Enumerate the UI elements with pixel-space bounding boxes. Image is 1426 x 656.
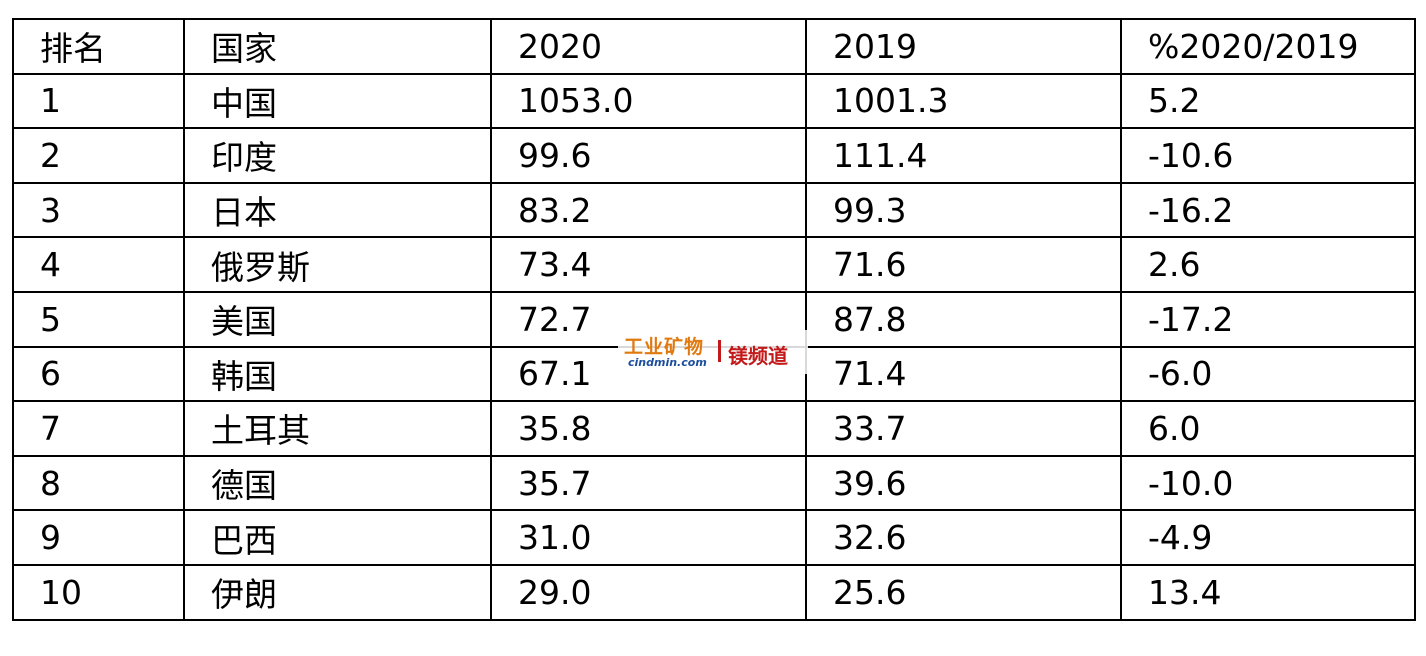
cell: 伊朗 — [183, 563, 492, 621]
table-row: 10 伊朗 29.0 25.6 13.4 — [12, 563, 1416, 621]
cell: -6.0 — [1120, 345, 1416, 403]
cell: 71.6 — [805, 236, 1122, 293]
cell: -4.9 — [1120, 509, 1416, 566]
header-cell: 排名 — [12, 18, 185, 75]
table-row: 4 俄罗斯 73.4 71.6 2.6 — [12, 236, 1416, 293]
cell: 31.0 — [490, 509, 807, 566]
cell: 1053.0 — [490, 72, 807, 130]
cell: 日本 — [183, 181, 492, 239]
cell: 8 — [12, 454, 185, 512]
watermark: 工业矿物 cindmin.com 镁频道 — [618, 330, 808, 374]
watermark-channel: 镁频道 — [728, 344, 788, 368]
table-row: 6 韩国 67.1 71.4 -6.0 — [12, 345, 1416, 403]
cell: 73.4 — [490, 236, 807, 293]
cell: 6.0 — [1120, 400, 1416, 457]
cell: 土耳其 — [183, 400, 492, 457]
cell: -10.6 — [1120, 127, 1416, 184]
cell: 韩国 — [183, 345, 492, 403]
cell: 1 — [12, 72, 185, 130]
table-row: 3 日本 83.2 99.3 -16.2 — [12, 181, 1416, 239]
cell: 33.7 — [805, 400, 1122, 457]
cell: 99.6 — [490, 127, 807, 184]
cell: 10 — [12, 563, 185, 621]
cell: 99.3 — [805, 181, 1122, 239]
cell: 32.6 — [805, 509, 1122, 566]
cell: 35.8 — [490, 400, 807, 457]
cell: 83.2 — [490, 181, 807, 239]
cell: 111.4 — [805, 127, 1122, 184]
cell: 中国 — [183, 72, 492, 130]
cell: 4 — [12, 236, 185, 293]
cell: 美国 — [183, 290, 492, 348]
header-row: 排名 国家 2020 2019 %2020/2019 — [12, 18, 1416, 75]
cell: 5.2 — [1120, 72, 1416, 130]
header-cell: 2020 — [490, 18, 807, 75]
cell: 7 — [12, 400, 185, 457]
cell: 德国 — [183, 454, 492, 512]
cell: 87.8 — [805, 290, 1122, 348]
header-cell: 2019 — [805, 18, 1122, 75]
cell: 29.0 — [490, 563, 807, 621]
header-cell: %2020/2019 — [1120, 18, 1416, 75]
cell: -16.2 — [1120, 181, 1416, 239]
cell: 2.6 — [1120, 236, 1416, 293]
cell: 巴西 — [183, 509, 492, 566]
cell: 俄罗斯 — [183, 236, 492, 293]
cell: 3 — [12, 181, 185, 239]
table-row: 8 德国 35.7 39.6 -10.0 — [12, 454, 1416, 512]
cell: 6 — [12, 345, 185, 403]
table-row: 7 土耳其 35.8 33.7 6.0 — [12, 400, 1416, 457]
cell: 25.6 — [805, 563, 1122, 621]
watermark-site: cindmin.com — [628, 356, 707, 369]
cell: 印度 — [183, 127, 492, 184]
watermark-brand: 工业矿物 — [624, 336, 705, 358]
watermark-divider — [718, 340, 721, 362]
data-table: 排名 国家 2020 2019 %2020/2019 1 中国 1053.0 1001.3 5.2… — [12, 18, 1416, 621]
cell: 9 — [12, 509, 185, 566]
cell: 5 — [12, 290, 185, 348]
table-row: 1 中国 1053.0 1001.3 5.2 — [12, 72, 1416, 130]
table-row: 2 印度 99.6 111.4 -10.6 — [12, 127, 1416, 184]
table-row: 9 巴西 31.0 32.6 -4.9 — [12, 509, 1416, 566]
cell: 2 — [12, 127, 185, 184]
cell: -10.0 — [1120, 454, 1416, 512]
cell: -17.2 — [1120, 290, 1416, 348]
cell: 35.7 — [490, 454, 807, 512]
header-cell: 国家 — [183, 18, 492, 75]
cell: 1001.3 — [805, 72, 1122, 130]
cell: 71.4 — [805, 345, 1122, 403]
cell: 13.4 — [1120, 563, 1416, 621]
cell: 39.6 — [805, 454, 1122, 512]
